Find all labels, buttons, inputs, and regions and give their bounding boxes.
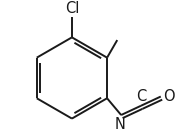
Text: N: N (115, 117, 126, 132)
Text: O: O (163, 89, 175, 104)
Text: Cl: Cl (65, 1, 79, 16)
Text: C: C (137, 89, 147, 104)
